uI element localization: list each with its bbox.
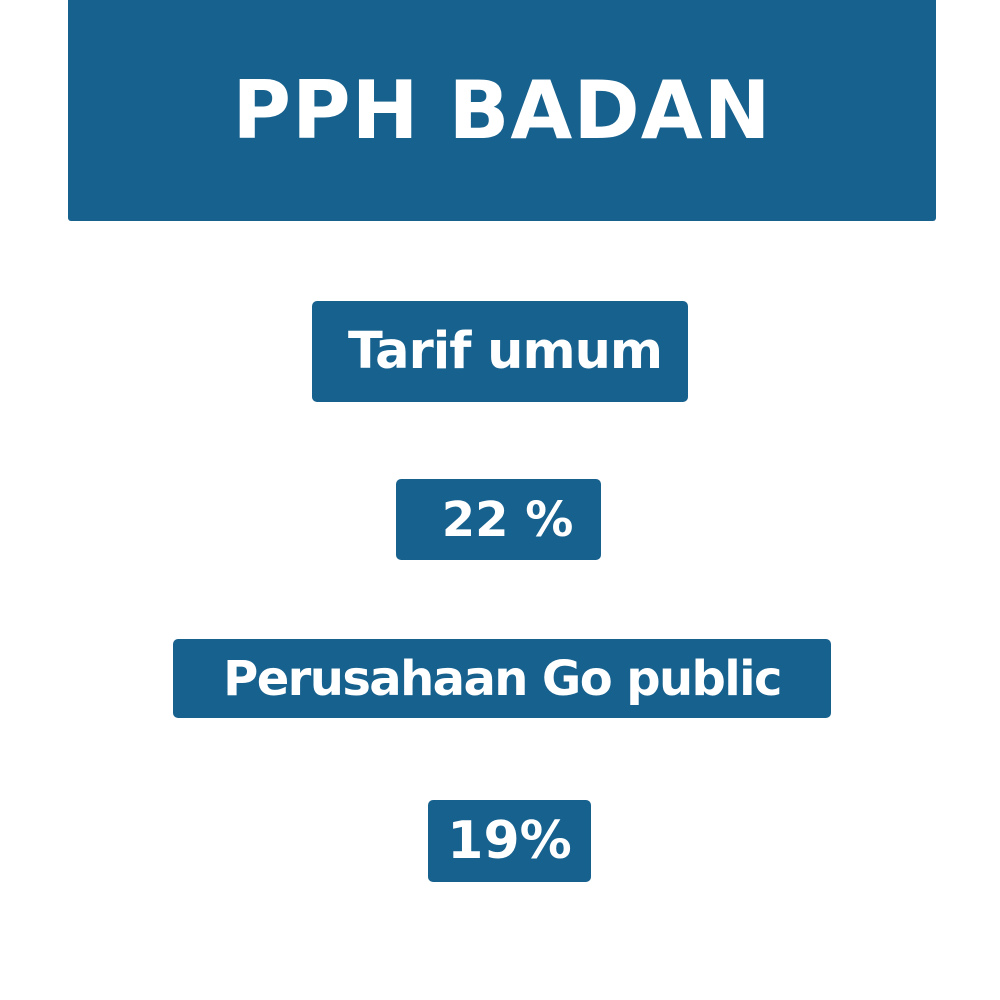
tarif-umum-label-box: Tarif umum — [312, 301, 688, 402]
tarif-umum-value-box: 22 % — [396, 479, 601, 560]
tarif-umum-label: Tarif umum — [347, 322, 663, 381]
go-public-value-box: 19% — [428, 800, 591, 882]
go-public-value: 19% — [447, 811, 572, 871]
page-title: PPH BADAN — [68, 0, 936, 221]
go-public-label-box: Perusahaan Go public — [173, 639, 831, 718]
page-title-text: PPH BADAN — [232, 64, 772, 157]
go-public-label: Perusahaan Go public — [223, 650, 782, 707]
tarif-umum-value: 22 % — [441, 491, 574, 548]
